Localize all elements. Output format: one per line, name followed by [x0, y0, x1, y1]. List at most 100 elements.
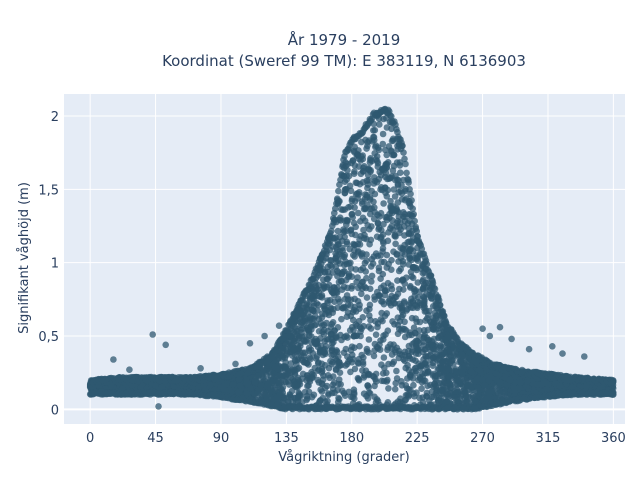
data-point	[308, 322, 316, 329]
data-point	[363, 251, 370, 258]
data-point	[414, 279, 422, 286]
data-point	[394, 199, 402, 206]
data-point	[324, 268, 332, 276]
data-point	[368, 187, 376, 195]
data-point	[380, 200, 387, 207]
data-point	[370, 352, 378, 360]
data-point	[355, 147, 362, 154]
data-point	[357, 266, 365, 274]
data-point	[315, 301, 322, 309]
data-point	[400, 286, 407, 293]
data-point	[390, 162, 398, 170]
data-point	[405, 393, 412, 400]
data-point	[364, 382, 371, 389]
data-point	[290, 346, 297, 354]
data-point	[351, 168, 358, 175]
data-point	[325, 390, 332, 397]
data-point	[401, 241, 408, 249]
data-point	[383, 151, 391, 159]
data-point	[430, 393, 438, 401]
data-point	[393, 344, 401, 352]
data-point	[421, 303, 429, 311]
data-point	[348, 273, 356, 281]
data-point	[409, 264, 417, 271]
data-point	[357, 251, 365, 258]
data-point	[455, 376, 463, 384]
data-point	[370, 127, 377, 134]
data-point	[410, 381, 417, 389]
data-point	[385, 385, 392, 392]
data-point	[380, 282, 388, 290]
data-point	[251, 378, 259, 386]
data-point	[418, 385, 425, 393]
data-point	[396, 350, 404, 358]
data-point	[376, 121, 383, 128]
data-point	[359, 179, 367, 186]
data-point	[373, 153, 381, 160]
data-point	[296, 381, 304, 388]
data-point	[384, 159, 392, 166]
data-point	[343, 260, 350, 268]
data-point	[393, 375, 401, 382]
data-point	[325, 309, 332, 316]
data-point	[344, 217, 351, 225]
data-point	[354, 209, 362, 217]
data-point	[372, 250, 380, 257]
data-point	[397, 219, 404, 226]
data-point	[332, 263, 340, 271]
data-point	[440, 344, 447, 351]
data-point	[486, 390, 493, 398]
data-point	[366, 240, 373, 248]
data-point	[394, 277, 401, 284]
data-point	[404, 220, 412, 227]
data-point	[291, 356, 299, 364]
data-point	[414, 298, 422, 306]
data-point	[397, 254, 405, 262]
data-point	[300, 337, 308, 344]
data-point	[297, 352, 305, 359]
data-point	[352, 223, 360, 231]
data-point	[423, 361, 430, 369]
data-point	[404, 305, 411, 313]
data-point	[364, 201, 371, 209]
data-point	[384, 376, 391, 384]
data-point	[414, 347, 422, 354]
data-point	[348, 285, 355, 292]
data-point	[309, 315, 316, 323]
data-point	[413, 389, 420, 397]
data-point	[404, 361, 411, 369]
data-point	[426, 291, 433, 299]
data-point	[332, 366, 340, 374]
data-point	[340, 229, 347, 236]
data-point	[372, 331, 380, 339]
data-point	[430, 324, 438, 332]
data-point	[407, 386, 414, 394]
data-point	[350, 386, 358, 394]
data-point	[377, 186, 384, 193]
data-point	[399, 249, 406, 256]
data-point	[385, 360, 392, 368]
data-point	[359, 314, 367, 321]
data-point	[368, 272, 376, 280]
data-point	[365, 336, 373, 343]
data-point	[371, 209, 379, 216]
data-point	[316, 397, 324, 405]
data-point	[347, 296, 355, 304]
data-point	[334, 324, 342, 331]
data-point	[388, 285, 396, 293]
data-point	[465, 393, 472, 400]
data-point	[332, 355, 339, 362]
data-point	[413, 318, 420, 326]
data-point	[380, 300, 388, 308]
data-point	[356, 342, 363, 350]
data-point	[333, 289, 341, 297]
data-point	[379, 130, 387, 138]
data-point	[362, 136, 369, 144]
data-point	[387, 225, 394, 232]
data-point	[384, 237, 392, 245]
data-point	[379, 245, 387, 252]
data-point	[411, 288, 418, 295]
data-point	[392, 233, 399, 240]
data-point	[318, 294, 326, 301]
data-point	[388, 351, 396, 358]
